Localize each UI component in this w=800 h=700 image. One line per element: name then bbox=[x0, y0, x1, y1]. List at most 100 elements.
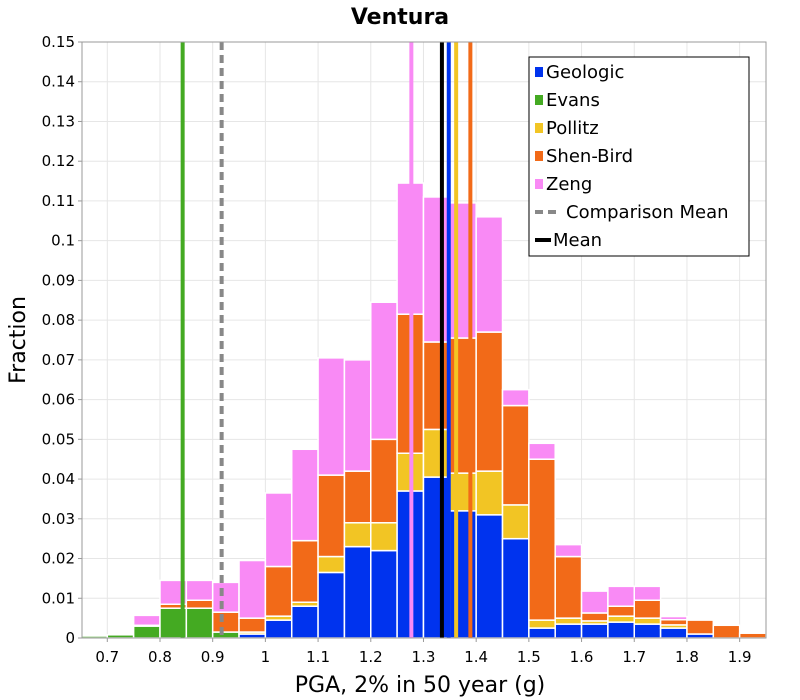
y-axis-label: Fraction bbox=[6, 296, 31, 384]
mean-lines bbox=[180, 42, 473, 638]
bar-zeng bbox=[238, 559, 267, 619]
bar-shen-bird bbox=[633, 599, 662, 619]
x-tick-label: 1.1 bbox=[306, 648, 330, 666]
x-tick-label: 1.2 bbox=[359, 648, 383, 666]
bar-zeng bbox=[659, 615, 688, 621]
legend-label-geologic: Geologic bbox=[546, 62, 624, 83]
bar-shen-bird bbox=[343, 470, 372, 524]
bar-geologic bbox=[264, 619, 293, 639]
y-tick-label: 0.1 bbox=[51, 232, 75, 250]
x-tick-label: 0.8 bbox=[148, 648, 172, 666]
legend-swatch-shen-bird bbox=[535, 151, 543, 161]
bar-pollitz bbox=[343, 522, 372, 548]
bar-zeng bbox=[607, 585, 636, 607]
x-tick-label: 0.9 bbox=[201, 648, 225, 666]
bar-shen-bird bbox=[211, 611, 240, 633]
bar-zeng bbox=[290, 448, 319, 542]
legend: Geologic Evans Pollitz Shen-Bird Zeng Compari… bbox=[528, 56, 750, 257]
bar-zeng bbox=[528, 442, 556, 460]
bar-geologic bbox=[528, 627, 556, 639]
y-tick-label: 0.12 bbox=[42, 152, 75, 170]
legend-label-mean: Mean bbox=[553, 230, 602, 251]
legend-label-comparison-mean: Comparison Mean bbox=[566, 202, 729, 223]
x-tick-label: 1.7 bbox=[622, 648, 646, 666]
bar-shen-bird bbox=[580, 612, 609, 622]
bar-zeng bbox=[132, 614, 161, 627]
x-tick-label: 1.5 bbox=[517, 648, 541, 666]
bar-shen-bird bbox=[738, 632, 767, 639]
x-axis-label: PGA, 2% in 50 year (g) bbox=[295, 673, 546, 698]
x-tick-label: 1.6 bbox=[570, 648, 594, 666]
chart-title: Ventura bbox=[351, 5, 449, 30]
y-tick-label: 0.03 bbox=[42, 510, 75, 528]
bar-shen-bird bbox=[290, 539, 319, 603]
legend-box bbox=[528, 56, 750, 257]
bar-zeng bbox=[554, 543, 583, 558]
y-tick-label: 0.14 bbox=[42, 73, 75, 91]
bar-evans bbox=[132, 625, 161, 639]
bar-shen-bird bbox=[607, 605, 636, 617]
bar-shen-bird bbox=[501, 404, 530, 506]
bar-geologic bbox=[370, 549, 398, 639]
bar-pollitz bbox=[370, 522, 398, 552]
x-tick-label: 0.7 bbox=[95, 648, 119, 666]
y-tick-label: 0.11 bbox=[42, 192, 75, 210]
y-tick-label: 0.08 bbox=[42, 311, 75, 329]
legend-label-shen-bird: Shen-Bird bbox=[546, 146, 633, 167]
bar-pollitz bbox=[317, 555, 346, 574]
y-tick-label: 0.13 bbox=[42, 112, 75, 130]
bar-pollitz bbox=[607, 615, 636, 623]
bar-zeng bbox=[633, 585, 662, 602]
bar-shen-bird bbox=[528, 458, 556, 621]
y-tick-label: 0.04 bbox=[42, 470, 75, 488]
legend-swatch-geologic bbox=[535, 67, 543, 77]
bar-geologic bbox=[659, 627, 688, 639]
bar-zeng bbox=[343, 359, 372, 472]
bar-zeng bbox=[264, 492, 293, 568]
legend-label-pollitz: Pollitz bbox=[546, 118, 599, 139]
bar-pollitz bbox=[528, 619, 556, 629]
x-tick-label: 1.3 bbox=[412, 648, 436, 666]
bar-pollitz bbox=[475, 470, 504, 516]
x-tick-label: 1.4 bbox=[464, 648, 488, 666]
bar-geologic bbox=[422, 476, 451, 639]
bar-shen-bird bbox=[238, 617, 267, 633]
legend-label-evans: Evans bbox=[546, 90, 600, 111]
bar-pollitz bbox=[633, 617, 662, 625]
plot-frame bbox=[81, 41, 767, 639]
bar-zeng bbox=[317, 357, 346, 476]
bar-shen-bird bbox=[422, 341, 451, 431]
bar-shen-bird bbox=[712, 624, 741, 639]
x-tick-label: 1 bbox=[261, 648, 271, 666]
y-tick-label: 0.02 bbox=[42, 550, 75, 568]
x-tick-label: 1.8 bbox=[675, 648, 699, 666]
bar-geologic bbox=[317, 571, 346, 639]
bar-zeng bbox=[475, 216, 504, 333]
bar-zeng bbox=[185, 579, 214, 602]
bar-zeng bbox=[501, 388, 530, 407]
y-tick-label: 0.06 bbox=[42, 391, 75, 409]
bar-stacks bbox=[80, 182, 767, 639]
bar-shen-bird bbox=[554, 555, 583, 619]
bar-zeng bbox=[211, 581, 240, 613]
bar-shen-bird bbox=[659, 618, 688, 626]
legend-swatch-evans bbox=[535, 95, 543, 105]
bar-geologic bbox=[580, 623, 609, 639]
bar-geologic bbox=[633, 623, 662, 639]
y-tick-label: 0.15 bbox=[42, 33, 75, 51]
bar-evans bbox=[185, 607, 214, 639]
y-tick-label: 0.07 bbox=[42, 351, 75, 369]
x-axis-ticks: 0.7 0.8 0.9 1 1.1 1.2 1.3 1.4 1.5 1.6 1.7 1.8 1.9 bbox=[95, 638, 752, 666]
y-axis-ticks: 0 0.01 0.02 0.03 0.04 0.05 0.06 0.07 0.08 0.09 0.1… bbox=[42, 33, 82, 647]
bar-zeng bbox=[370, 301, 398, 441]
bar-evans bbox=[211, 631, 240, 639]
bar-pollitz bbox=[554, 617, 583, 625]
bar-geologic bbox=[607, 621, 636, 639]
bar-geologic bbox=[290, 605, 319, 639]
x-tick-label: 1.9 bbox=[728, 648, 752, 666]
bar-shen-bird bbox=[686, 619, 715, 635]
bar-pollitz bbox=[422, 428, 451, 478]
y-tick-label: 0.05 bbox=[42, 430, 75, 448]
bar-shen-bird bbox=[185, 599, 214, 609]
